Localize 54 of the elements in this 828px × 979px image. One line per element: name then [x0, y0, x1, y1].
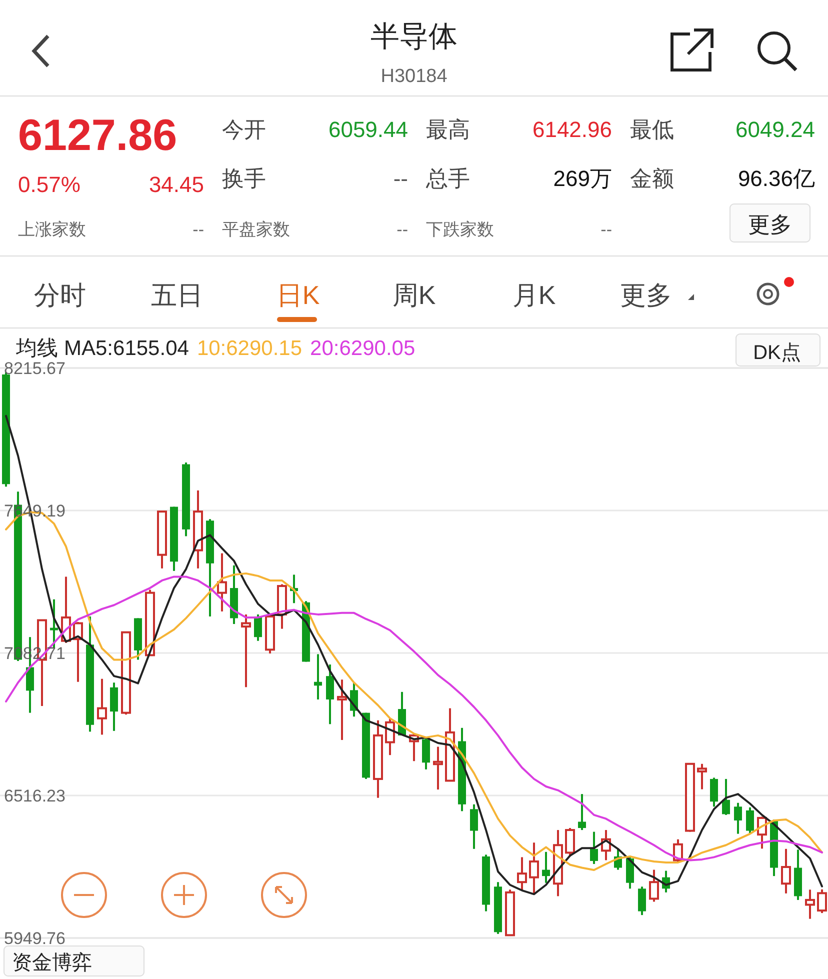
- text: 34.45: [148, 172, 204, 197]
- text: 更多: [620, 280, 672, 310]
- y-tick-label: 5949.76: [4, 929, 66, 948]
- text: 6127.86: [18, 111, 178, 160]
- text: 10:6290.15: [196, 337, 302, 360]
- text: --: [192, 220, 204, 239]
- text: 资金博弈: [12, 951, 92, 974]
- text: 最高: [426, 117, 470, 142]
- candlestick: [326, 664, 334, 726]
- text: 6049.24: [735, 117, 815, 142]
- text: 分时: [34, 280, 86, 310]
- text: 更多: [748, 212, 792, 237]
- chart-subtitle: H30184: [380, 66, 448, 87]
- candlestick: [710, 776, 718, 808]
- text: 96.36亿: [738, 166, 815, 191]
- text: --: [600, 220, 612, 239]
- text: 6142.96: [532, 117, 612, 142]
- text: 五日: [151, 280, 203, 310]
- line-series: [5, 414, 823, 896]
- candlestick: [254, 613, 262, 642]
- text: 6059.44: [328, 117, 408, 142]
- text: 平盘家数: [222, 220, 290, 239]
- text: DK点: [753, 342, 801, 364]
- text: MA5:6155.04: [64, 337, 190, 360]
- candlestick: [578, 793, 586, 832]
- text: 周K: [392, 280, 436, 310]
- line-series: [5, 576, 823, 862]
- candlestick: [746, 806, 754, 834]
- candlestick: [422, 736, 430, 770]
- text: 换手: [222, 166, 266, 191]
- text: 金额: [630, 166, 674, 191]
- text: 月K: [512, 280, 556, 310]
- text: 20:6290.05: [310, 337, 416, 360]
- chart-title: 半导体: [370, 21, 458, 53]
- candlestick: [638, 886, 646, 916]
- legend-title: 均线: [15, 337, 58, 360]
- text: 下跌家数: [426, 220, 494, 239]
- text: 上涨家数: [18, 220, 86, 239]
- candlestick: [734, 802, 742, 835]
- candlestick: [470, 803, 478, 850]
- candlestick: [314, 653, 322, 700]
- text: 最低: [630, 117, 674, 142]
- text: --: [393, 166, 408, 191]
- text: 今开: [222, 117, 266, 142]
- text: 总手: [425, 166, 470, 191]
- text: --: [396, 220, 408, 239]
- y-tick-label: 6516.23: [4, 786, 66, 806]
- text: 0.57%: [18, 172, 80, 197]
- y-tick-label: 8215.67: [4, 359, 66, 378]
- candlestick: [722, 778, 730, 816]
- text: 日K: [276, 280, 320, 310]
- candlestick: [590, 830, 598, 865]
- candlestick: [542, 850, 550, 884]
- text: 269万: [553, 166, 612, 191]
